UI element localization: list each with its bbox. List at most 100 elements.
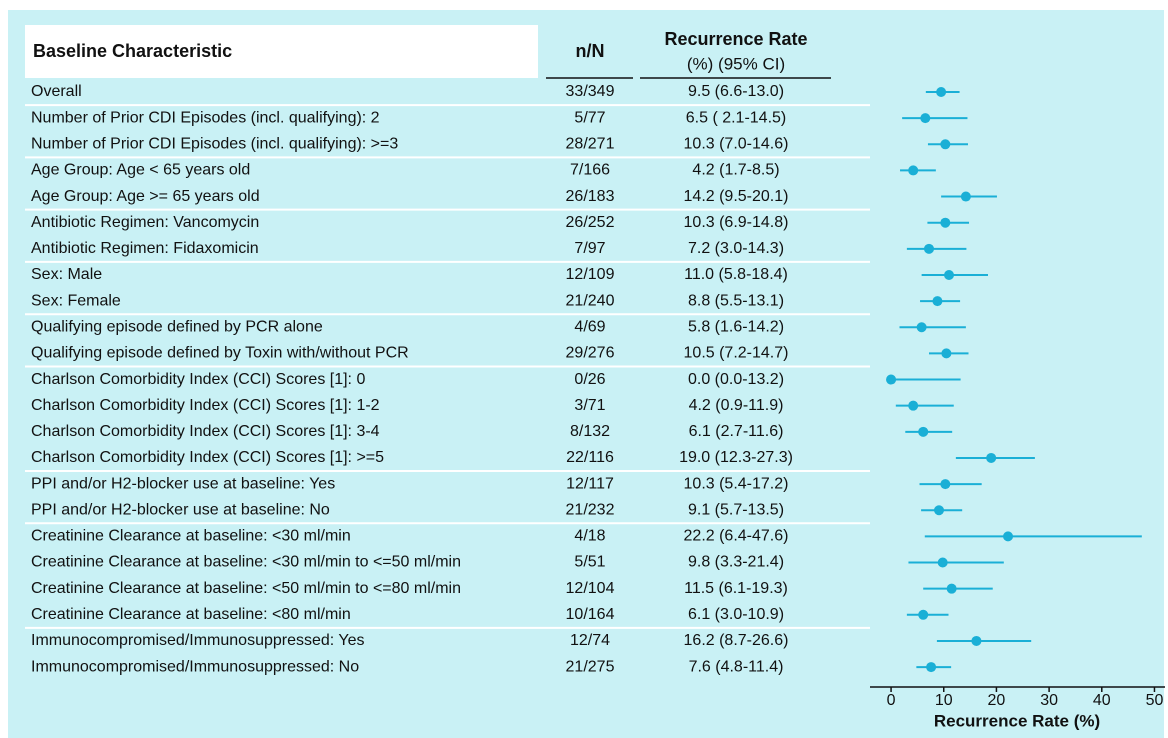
n-label: 8/132 [570, 423, 610, 440]
n-label: 4/18 [574, 528, 605, 545]
n-label: 33/349 [566, 83, 615, 100]
point-estimate [940, 479, 951, 490]
point-estimate [936, 87, 947, 97]
n-label: 21/240 [566, 292, 615, 309]
x-tick-label: 50 [1146, 692, 1164, 709]
rate-label: 6.1 (3.0-10.9) [688, 606, 784, 623]
point-estimate [940, 139, 951, 150]
point-estimate [920, 113, 931, 124]
rate-label: 14.2 (9.5-20.1) [684, 188, 789, 205]
point-estimate [916, 322, 927, 333]
point-estimate [940, 217, 951, 228]
row-label: Charlson Comorbidity Index (CCI) Scores … [31, 423, 380, 440]
point-estimate [932, 296, 943, 307]
rate-label: 5.8 (1.6-14.2) [688, 318, 784, 335]
header-rate: Recurrence Rate [664, 29, 807, 49]
row-label: Charlson Comorbidity Index (CCI) Scores … [31, 397, 380, 414]
background [8, 10, 1164, 738]
rate-label: 8.8 (5.5-13.1) [688, 292, 784, 309]
point-estimate [937, 557, 948, 568]
row-label: Qualifying episode defined by Toxin with… [31, 345, 409, 362]
header-characteristic: Baseline Characteristic [33, 41, 232, 61]
n-label: 12/117 [566, 475, 614, 492]
row-label: Number of Prior CDI Episodes (incl. qual… [31, 109, 380, 126]
rate-label: 4.2 (1.7-8.5) [692, 162, 779, 179]
n-label: 21/275 [566, 658, 615, 675]
rate-label: 19.0 (12.3-27.3) [679, 449, 793, 466]
point-estimate [926, 662, 937, 673]
point-estimate [908, 165, 919, 176]
rate-label: 0.0 (0.0-13.2) [688, 371, 784, 388]
rate-label: 7.6 (4.8-11.4) [689, 658, 784, 675]
point-estimate [971, 635, 982, 646]
rate-label: 10.3 (5.4-17.2) [684, 475, 789, 492]
n-label: 21/232 [566, 501, 615, 518]
rate-label: 10.3 (7.0-14.6) [684, 135, 789, 152]
point-estimate [941, 348, 952, 359]
row-label: Creatinine Clearance at baseline: <50 ml… [31, 580, 461, 597]
n-label: 12/109 [566, 266, 615, 283]
n-label: 7/97 [574, 240, 605, 257]
row-label: Immunocompromised/Immunosuppressed: No [31, 658, 359, 675]
n-label: 7/166 [570, 162, 610, 179]
point-estimate [886, 374, 897, 385]
rate-label: 10.5 (7.2-14.7) [684, 345, 789, 362]
point-estimate [960, 191, 971, 202]
n-label: 5/51 [574, 554, 605, 571]
n-label: 12/104 [566, 580, 615, 597]
row-label: Age Group: Age < 65 years old [31, 162, 250, 179]
n-label: 4/69 [574, 318, 605, 335]
rate-label: 9.1 (5.7-13.5) [688, 501, 784, 518]
rate-label: 16.2 (8.7-26.6) [684, 632, 789, 649]
row-label: PPI and/or H2-blocker use at baseline: N… [31, 501, 330, 518]
rate-label: 9.5 (6.6-13.0) [688, 83, 784, 100]
row-label: Antibiotic Regimen: Vancomycin [31, 214, 259, 231]
row-label: Qualifying episode defined by PCR alone [31, 318, 323, 335]
n-label: 28/271 [566, 135, 615, 152]
point-estimate [918, 426, 929, 437]
row-label: Age Group: Age >= 65 years old [31, 188, 260, 205]
rate-label: 6.5 ( 2.1-14.5) [686, 109, 787, 126]
row-label: PPI and/or H2-blocker use at baseline: Y… [31, 475, 335, 492]
row-label: Creatinine Clearance at baseline: <30 ml… [31, 528, 351, 545]
x-tick-label: 30 [1040, 692, 1058, 709]
row-label: Antibiotic Regimen: Fidaxomicin [31, 240, 259, 257]
header-n: n/N [576, 41, 605, 61]
n-label: 29/276 [566, 345, 615, 362]
n-label: 12/74 [570, 632, 610, 649]
point-estimate [946, 583, 957, 594]
rate-label: 22.2 (6.4-47.6) [684, 528, 789, 545]
row-label: Creatinine Clearance at baseline: <80 ml… [31, 606, 351, 623]
x-axis-label: Recurrence Rate (%) [934, 711, 1100, 730]
row-label: Sex: Male [31, 266, 102, 283]
n-label: 5/77 [574, 109, 605, 126]
rate-label: 10.3 (6.9-14.8) [684, 214, 789, 231]
x-tick-label: 0 [887, 692, 896, 709]
row-label: Charlson Comorbidity Index (CCI) Scores … [31, 449, 384, 466]
x-tick-label: 40 [1093, 692, 1111, 709]
n-label: 10/164 [566, 606, 615, 623]
point-estimate [918, 609, 929, 620]
n-label: 22/116 [566, 449, 614, 466]
row-label: Creatinine Clearance at baseline: <30 ml… [31, 554, 461, 571]
row-label: Number of Prior CDI Episodes (incl. qual… [31, 135, 398, 152]
point-estimate [944, 269, 955, 280]
row-label: Sex: Female [31, 292, 121, 309]
n-label: 0/26 [574, 371, 605, 388]
n-label: 3/71 [574, 397, 605, 414]
point-estimate [1003, 531, 1014, 542]
n-label: 26/183 [566, 188, 615, 205]
row-label: Charlson Comorbidity Index (CCI) Scores … [31, 371, 365, 388]
header-box [25, 25, 538, 78]
row-label: Immunocompromised/Immunosuppressed: Yes [31, 632, 365, 649]
point-estimate [934, 505, 945, 516]
x-tick-label: 20 [988, 692, 1006, 709]
rate-label: 7.2 (3.0-14.3) [688, 240, 784, 257]
rate-label: 9.8 (3.3-21.4) [688, 554, 784, 571]
rate-label: 6.1 (2.7-11.6) [689, 423, 784, 440]
point-estimate [986, 452, 997, 463]
header-rate-sub: (%) (95% CI) [687, 54, 785, 73]
n-label: 26/252 [566, 214, 615, 231]
point-estimate [908, 400, 919, 411]
